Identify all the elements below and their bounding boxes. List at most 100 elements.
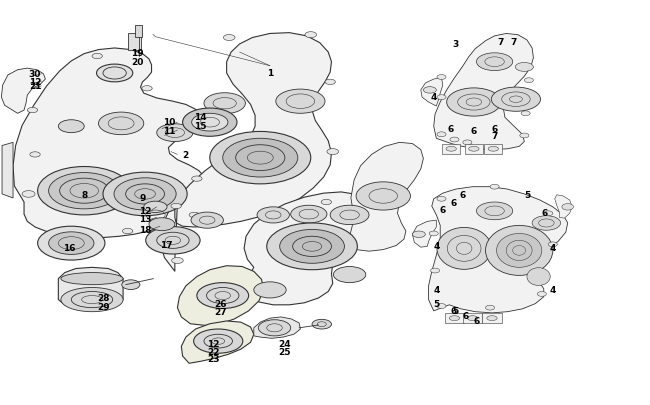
Ellipse shape	[321, 200, 332, 205]
Ellipse shape	[469, 147, 479, 152]
Polygon shape	[554, 195, 572, 219]
Ellipse shape	[463, 141, 472, 145]
Ellipse shape	[312, 320, 332, 329]
Text: 4: 4	[433, 286, 439, 295]
Ellipse shape	[149, 218, 175, 231]
Text: 5: 5	[524, 191, 530, 200]
Ellipse shape	[429, 232, 438, 236]
Ellipse shape	[257, 207, 289, 224]
Text: 6: 6	[471, 126, 477, 135]
Ellipse shape	[204, 94, 246, 114]
Ellipse shape	[38, 167, 131, 215]
Text: 30: 30	[29, 70, 41, 79]
Polygon shape	[482, 313, 502, 323]
Text: 20: 20	[131, 58, 144, 67]
Ellipse shape	[191, 213, 224, 229]
Ellipse shape	[330, 206, 369, 225]
Text: 15: 15	[194, 122, 207, 130]
Text: 6: 6	[491, 125, 498, 134]
Ellipse shape	[27, 108, 38, 113]
Polygon shape	[181, 321, 254, 363]
Ellipse shape	[327, 149, 339, 155]
Text: 4: 4	[550, 243, 556, 252]
Ellipse shape	[61, 288, 123, 312]
Ellipse shape	[266, 224, 358, 270]
Polygon shape	[421, 79, 443, 107]
Ellipse shape	[476, 202, 513, 220]
Ellipse shape	[98, 113, 144, 135]
Ellipse shape	[58, 120, 84, 133]
Polygon shape	[2, 143, 13, 198]
Text: 27: 27	[214, 307, 226, 316]
Text: 10: 10	[164, 117, 176, 126]
Ellipse shape	[467, 316, 478, 321]
Text: 2: 2	[183, 151, 189, 160]
Polygon shape	[412, 221, 436, 247]
Ellipse shape	[142, 86, 152, 92]
Ellipse shape	[49, 232, 94, 255]
Text: 18: 18	[139, 225, 151, 234]
Ellipse shape	[437, 132, 446, 137]
Ellipse shape	[122, 280, 140, 290]
Text: 16: 16	[63, 243, 75, 252]
Ellipse shape	[92, 54, 102, 60]
Text: 4: 4	[430, 93, 437, 102]
Ellipse shape	[171, 204, 181, 209]
Ellipse shape	[103, 173, 187, 216]
Text: 12: 12	[29, 77, 42, 86]
Text: 1: 1	[267, 69, 273, 78]
Polygon shape	[428, 187, 567, 313]
Text: 3: 3	[452, 40, 459, 49]
Ellipse shape	[49, 173, 120, 209]
Text: 7: 7	[498, 38, 504, 47]
Ellipse shape	[183, 109, 237, 137]
Ellipse shape	[38, 227, 105, 260]
Ellipse shape	[525, 79, 534, 83]
Ellipse shape	[22, 191, 35, 198]
Text: 6: 6	[450, 198, 456, 207]
Polygon shape	[434, 34, 534, 150]
Polygon shape	[244, 192, 378, 305]
Text: 4: 4	[433, 241, 439, 250]
Ellipse shape	[486, 305, 495, 310]
Text: 7: 7	[491, 132, 498, 141]
Ellipse shape	[437, 75, 446, 80]
Ellipse shape	[356, 182, 410, 211]
Text: 7: 7	[511, 38, 517, 47]
Ellipse shape	[192, 177, 202, 182]
Ellipse shape	[476, 54, 513, 71]
Ellipse shape	[189, 213, 200, 218]
Polygon shape	[254, 317, 300, 339]
Ellipse shape	[532, 216, 560, 231]
Text: 6: 6	[447, 125, 454, 134]
Ellipse shape	[254, 282, 286, 298]
Ellipse shape	[122, 229, 133, 234]
Text: 23: 23	[207, 354, 220, 363]
Polygon shape	[442, 144, 460, 154]
Ellipse shape	[333, 267, 366, 283]
Polygon shape	[445, 313, 464, 323]
Text: 13: 13	[139, 215, 151, 224]
Text: 6: 6	[439, 205, 446, 214]
Ellipse shape	[449, 316, 460, 321]
Text: 6: 6	[542, 208, 548, 217]
Text: 24: 24	[279, 340, 291, 349]
Ellipse shape	[114, 178, 176, 211]
Polygon shape	[484, 144, 502, 154]
Polygon shape	[1, 69, 46, 114]
Polygon shape	[160, 34, 332, 272]
Text: 6: 6	[463, 311, 469, 320]
Ellipse shape	[61, 273, 123, 285]
Polygon shape	[127, 34, 140, 51]
Ellipse shape	[490, 185, 499, 190]
Polygon shape	[58, 268, 123, 310]
Ellipse shape	[486, 226, 552, 276]
Ellipse shape	[305, 33, 317, 38]
Text: 21: 21	[29, 82, 42, 91]
Polygon shape	[135, 26, 142, 38]
Text: 4: 4	[550, 286, 556, 295]
Ellipse shape	[520, 134, 529, 139]
Ellipse shape	[258, 320, 291, 336]
Ellipse shape	[562, 204, 573, 211]
Ellipse shape	[544, 211, 552, 216]
